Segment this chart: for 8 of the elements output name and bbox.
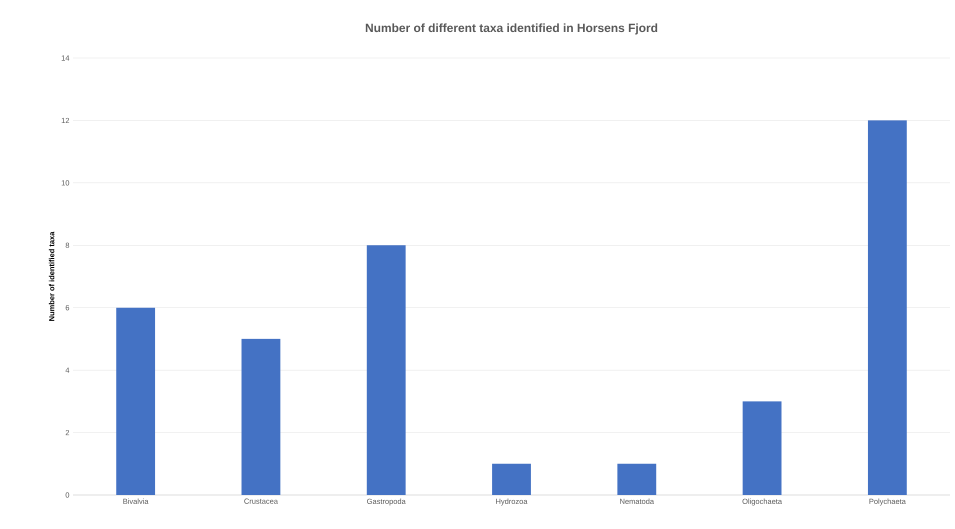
bar: [868, 120, 907, 495]
bar: [492, 464, 531, 495]
bar: [242, 338, 280, 495]
bar: [617, 464, 656, 495]
bar: [742, 401, 782, 495]
bar: [366, 245, 406, 495]
bar: [116, 308, 156, 495]
chart-title: Number of different taxa identified in Horsens Fjord: [366, 23, 658, 34]
